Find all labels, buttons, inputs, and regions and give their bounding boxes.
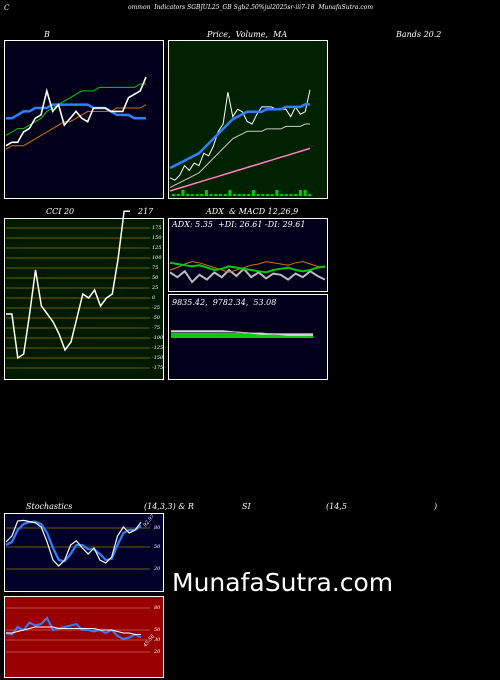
label-rsi-params: (14,5 [326,502,347,511]
volume-bar [172,194,175,196]
volume-bar [200,194,204,196]
cci-tick-label: 125 [152,245,162,251]
label-adx-macd: ADX & MACD 12,26,9 [206,207,299,216]
cci-tick-label: 175 [152,225,162,231]
price-trend-line [169,147,311,192]
cci-tick-label: -50 [152,315,161,321]
adx-plus-di-line [169,261,326,274]
rsi-tick-label: 50 [154,627,161,633]
volume-bar [280,194,284,196]
volume-bar [275,190,279,196]
header-title: ommon Indicators SGBJUL25_GB Sgb2.50%jul… [128,4,374,11]
cci-tick-label: -175 [152,365,164,371]
volume-bar [186,194,190,196]
volume-bar [270,194,274,196]
price-ma-long-line [169,123,310,189]
stoch-k-line [5,519,142,567]
volume-bar [303,190,307,196]
volume-bar [228,190,232,196]
volume-bar [266,194,269,196]
volume-bar [181,190,185,196]
bb-lower-band [5,104,147,150]
cci-tick-label: 100 [152,255,162,261]
bb-upper-band [5,83,146,136]
label-cci: CCI 20 [46,207,75,216]
volume-bar [298,190,302,196]
macd-values: 9835.42, 9782.34, 53.08 [172,298,277,307]
bb-price-line [5,76,147,147]
stoch-tick-label: 20 [154,566,161,572]
cci-tick-label: 150 [152,235,162,241]
volume-bar [294,194,298,196]
volume-bar [204,190,208,196]
cci-line [6,210,130,360]
volume-bar [289,194,293,196]
label-paren: ) [434,502,438,511]
rsi-tick-label: 30 [154,637,161,643]
cci-tick-label: 25 [152,285,159,291]
label-stoch-params: (14,3,3) & R [144,502,194,511]
cci-tick-label: 50 [152,275,159,281]
volume-bar [223,194,227,196]
volume-bar [237,194,241,196]
rsi-line [5,616,142,641]
header-c: C [4,4,10,12]
rsi-tick-label: 80 [154,605,161,611]
label-bands: Bands 20.2 [396,30,442,39]
price-panel [168,40,328,199]
rsi-signal-line [6,626,141,635]
volume-bar [214,194,218,196]
rsi-tick-label: 20 [154,649,161,655]
cci-tick-label: -75 [152,325,161,331]
label-si: SI [242,502,251,511]
price-ma-line [169,103,310,170]
cci-tick-label: 75 [152,265,159,271]
label-cci-value: 217 [138,207,154,216]
stoch-d-line [5,520,142,563]
macd-histogram [171,333,313,338]
volume-bar [195,194,199,196]
macd-signal-line [171,331,313,335]
volume-bar [219,194,222,196]
adx-minus-di-line [169,261,326,273]
volume-bar [261,194,265,196]
adx-values: ADX: 5.35 +DI: 26.61 -DI: 29.61 [172,220,306,229]
volume-bar [247,194,251,196]
cci-tick-label: -25 [152,305,161,311]
cci-tick-label: -150 [152,355,164,361]
stoch-tick-label: 50 [154,544,161,550]
volume-bar [233,194,237,196]
adx-line [169,267,326,284]
volume-bar [284,194,288,196]
volume-bar [209,194,213,196]
rsi-panel [4,596,164,678]
volume-bar [251,190,255,196]
label-stochastics: Stochastics [26,502,73,511]
cci-panel [4,218,164,380]
watermark: MunafaSutra.com [172,568,394,597]
volume-bar [242,194,246,196]
price-close-line [169,89,311,181]
cci-tick-label: -125 [152,345,164,351]
label-b: B [44,30,50,39]
volume-bar [176,194,180,196]
volume-bar [190,194,194,196]
volume-bar [256,194,260,196]
volume-bar [308,194,312,196]
cci-tick-label: 0 [152,295,156,301]
stoch-tick-label: 80 [154,525,161,531]
label-price-volume-ma: Price, Volume, MA [207,30,288,39]
cci-tick-label: -100 [152,335,164,341]
bb-middle-band [6,103,146,120]
